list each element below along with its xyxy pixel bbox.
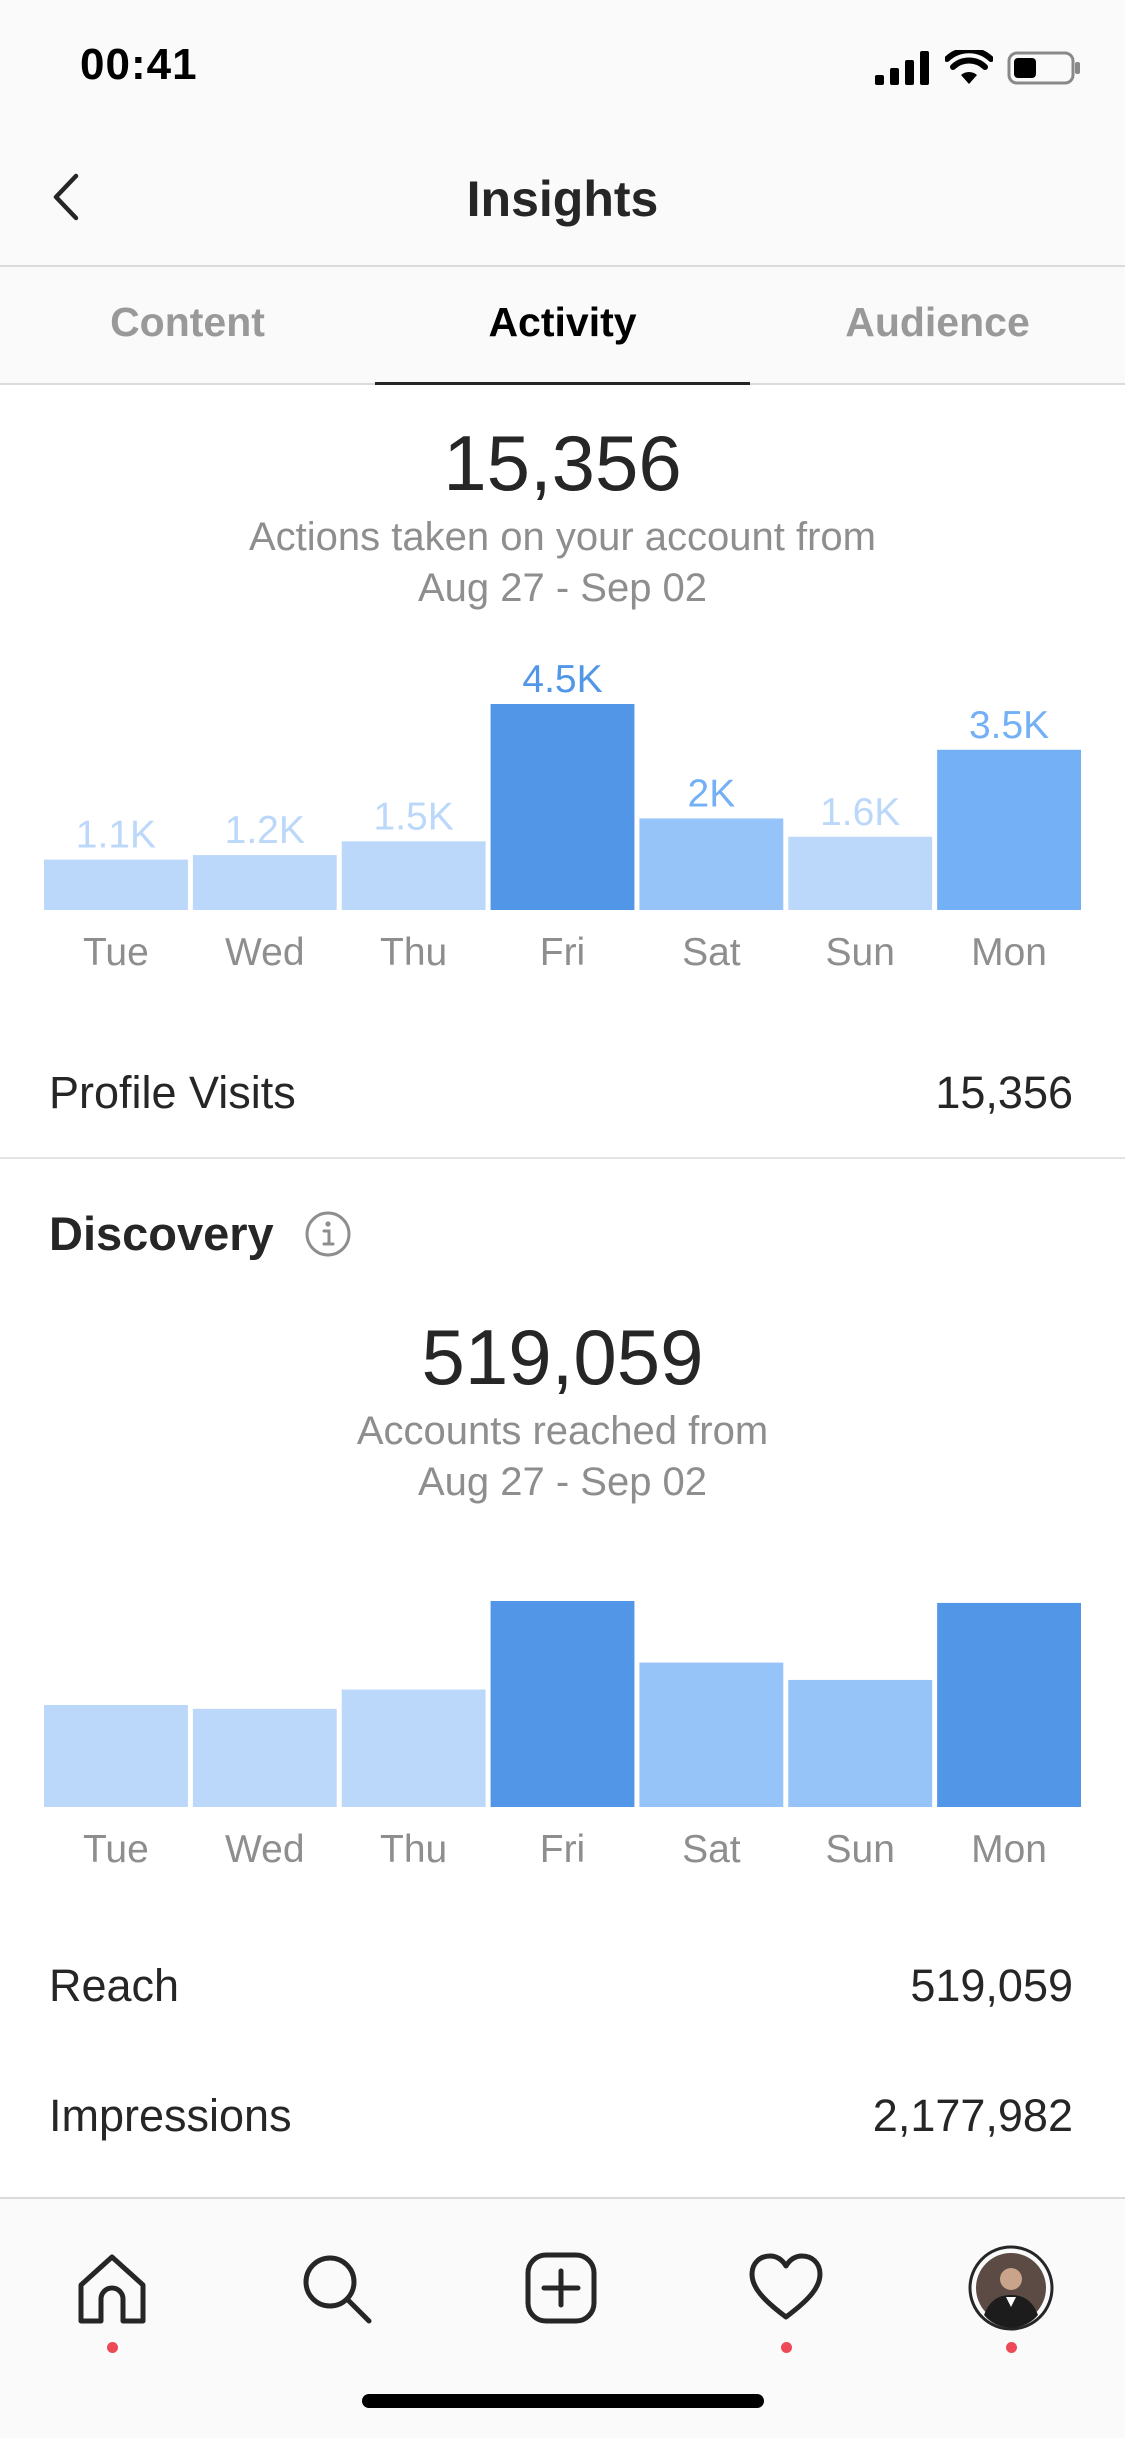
discovery-total: 519,059	[421, 1313, 704, 1401]
day-tick-label: Fri	[540, 931, 585, 974]
bar-wed[interactable]	[192, 855, 337, 910]
day-tick-label: Mon	[971, 1828, 1047, 1871]
profile-visits-value: 15,356	[935, 1067, 1073, 1118]
bar-thu[interactable]	[341, 1689, 486, 1807]
home-indicator	[362, 2394, 764, 2408]
profile-visits-row[interactable]: Profile Visits 15,356	[49, 1058, 1073, 1128]
bar-value-label: 2K	[688, 772, 736, 815]
day-tick-label: Tue	[83, 1828, 149, 1871]
bar-fri[interactable]	[490, 1601, 635, 1807]
interactions-bar-chart: 1.1K Tue 1.2K Wed 1.5K Thu 4.5K Fri 2K Sat 1.6K Sun…	[44, 658, 1081, 974]
chevron-left-icon	[53, 173, 79, 221]
tab-audience[interactable]: Audience	[845, 299, 1030, 345]
bar-value-label: 1.5K	[374, 795, 454, 838]
discovery-heading: Discovery	[49, 1206, 352, 1261]
section-divider	[0, 1157, 1125, 1159]
bar-wed[interactable]	[192, 1708, 337, 1807]
impressions-value: 2,177,982	[872, 2090, 1073, 2141]
wifi-icon	[945, 50, 993, 84]
day-tick-label: Sun	[826, 1828, 895, 1871]
tab-activity[interactable]: Activity	[375, 267, 750, 385]
day-tick-label: Wed	[225, 931, 305, 974]
bar-thu[interactable]	[341, 841, 486, 910]
day-tick-label: Sat	[682, 931, 741, 974]
home-notification-dot	[107, 2342, 118, 2353]
profile-visits-label: Profile Visits	[49, 1067, 296, 1118]
interactions-date-range: Aug 27 - Sep 02	[417, 566, 708, 610]
day-tick-label: Sun	[826, 931, 895, 974]
day-tick-label: Fri	[540, 1828, 585, 1871]
tab-bar-search[interactable]	[281, 2233, 391, 2343]
info-icon[interactable]	[304, 1210, 352, 1258]
discovery-chart: Tue Wed Thu Fri Sat Sun Mon	[44, 1537, 1081, 1882]
reach-row[interactable]: Reach 519,059	[49, 1951, 1073, 2021]
signal-icon	[875, 51, 929, 85]
tab-bar-profile[interactable]	[956, 2233, 1066, 2353]
nav-header: Insights	[0, 140, 1125, 267]
search-icon	[303, 2255, 372, 2324]
discovery-title: Discovery	[49, 1207, 274, 1260]
tab-content[interactable]: Content	[110, 299, 265, 345]
bar-fri[interactable]	[490, 704, 635, 910]
impressions-row[interactable]: Impressions 2,177,982	[49, 2081, 1073, 2151]
status-bar: 00:41	[0, 0, 1125, 140]
bar-value-label: 4.5K	[522, 658, 602, 701]
page-title: Insights	[466, 171, 659, 227]
bar-value-label: 1.1K	[76, 814, 156, 857]
bar-sun[interactable]	[788, 1679, 933, 1807]
discovery-subtitle: Accounts reached from Aug 27 - Sep 02	[0, 1406, 1125, 1508]
profile-notification-dot	[1006, 2342, 1017, 2353]
discovery-bar-chart: Tue Wed Thu Fri Sat Sun Mon	[44, 1601, 1081, 1871]
interactions-chart: 1.1K Tue 1.2K Wed 1.5K Thu 4.5K Fri 2K Sat 1.6K Sun…	[44, 640, 1081, 985]
day-tick-label: Wed	[225, 1828, 305, 1871]
insights-tabs: Content Activity Audience	[0, 267, 1125, 385]
tab-bar-home[interactable]	[57, 2233, 167, 2353]
avatar	[968, 2245, 1054, 2331]
day-tick-label: Tue	[83, 931, 149, 974]
day-tick-label: Thu	[380, 931, 447, 974]
back-button[interactable]	[36, 162, 106, 232]
day-tick-label: Sat	[682, 1828, 741, 1871]
impressions-label: Impressions	[49, 2090, 292, 2141]
day-tick-label: Mon	[971, 931, 1047, 974]
home-icon	[78, 2254, 146, 2324]
discovery-date-range: Aug 27 - Sep 02	[417, 1460, 708, 1504]
bar-mon[interactable]	[937, 749, 1081, 910]
day-tick-label: Thu	[380, 1828, 447, 1871]
bar-sat[interactable]	[639, 1662, 784, 1807]
interactions-total: 15,356	[443, 419, 682, 507]
discovery-subtitle-line1: Accounts reached from	[356, 1409, 769, 1453]
status-time: 00:41	[80, 40, 198, 89]
bar-sun[interactable]	[788, 836, 933, 910]
bar-tue[interactable]	[44, 859, 188, 910]
reach-label: Reach	[49, 1960, 180, 2011]
activity-notification-dot	[781, 2342, 792, 2353]
tab-bar-new-post[interactable]	[506, 2233, 616, 2343]
interactions-subtitle-line1: Actions taken on your account from	[249, 515, 876, 559]
status-icons	[875, 46, 1081, 90]
bar-value-label: 1.2K	[225, 809, 305, 852]
bar-mon[interactable]	[937, 1602, 1081, 1807]
reach-value: 519,059	[910, 1960, 1073, 2011]
heart-icon	[749, 2253, 823, 2320]
bar-value-label: 1.6K	[820, 791, 900, 834]
bar-value-label: 3.5K	[969, 704, 1049, 747]
new-post-icon	[525, 2252, 597, 2324]
tab-bar-activity[interactable]	[731, 2233, 841, 2353]
bar-sat[interactable]	[639, 818, 784, 910]
battery-icon	[1007, 51, 1080, 85]
interactions-subtitle: Actions taken on your account from Aug 2…	[0, 512, 1125, 614]
bar-tue[interactable]	[44, 1704, 188, 1807]
